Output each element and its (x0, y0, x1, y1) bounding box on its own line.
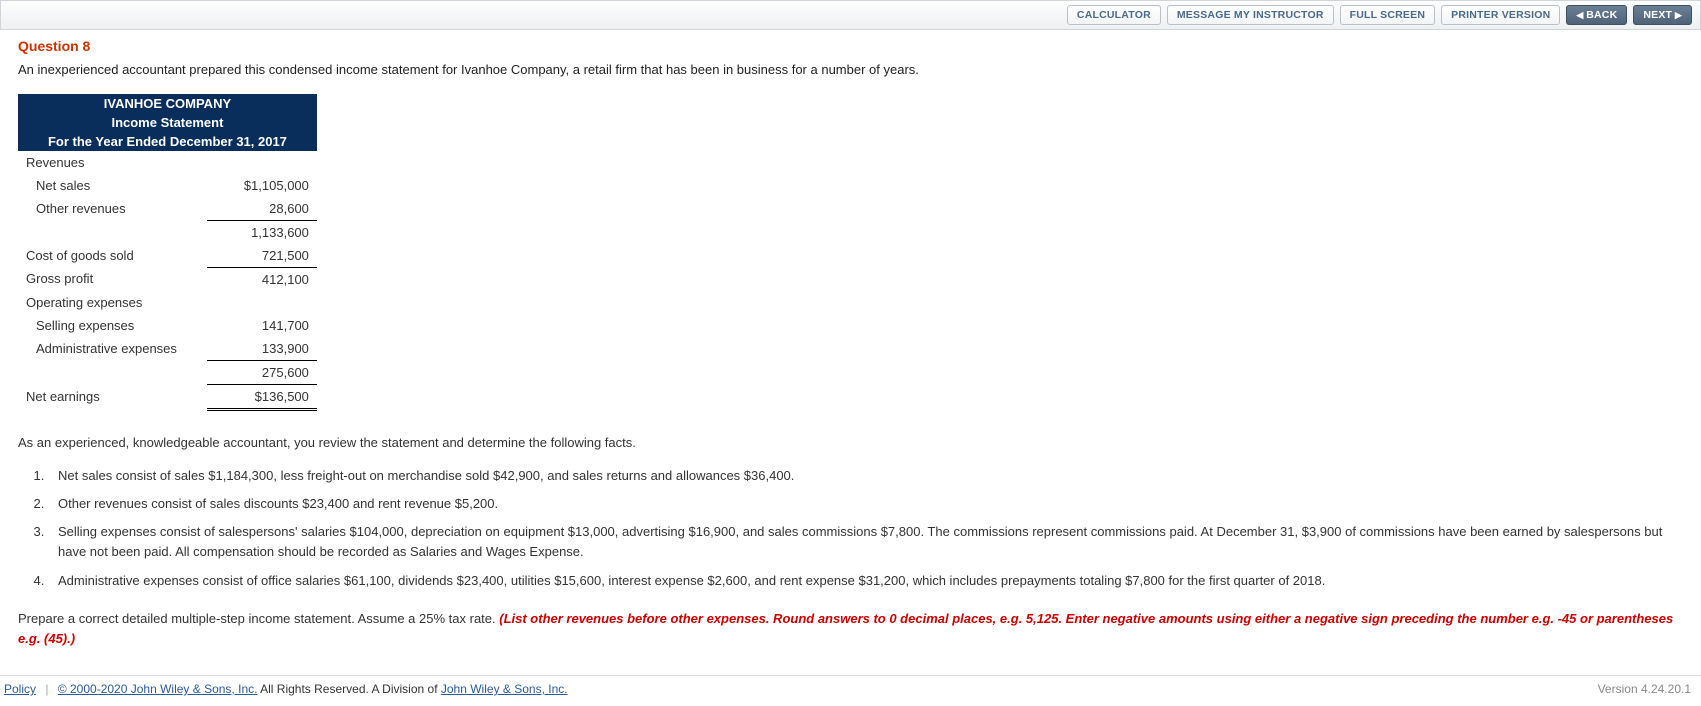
net-sales-label: Net sales (18, 174, 207, 197)
instruction-lead: Prepare a correct detailed multiple-step… (18, 611, 499, 626)
footer-separator: | (45, 682, 48, 696)
revenues-total: 1,133,600 (207, 220, 317, 244)
facts-list: Net sales consist of sales $1,184,300, l… (18, 466, 1683, 591)
net-earnings-amount: $136,500 (207, 384, 317, 409)
footer-left: Policy | © 2000-2020 John Wiley & Sons, … (4, 682, 568, 696)
opex-total: 275,600 (207, 360, 317, 384)
fact-item: Net sales consist of sales $1,184,300, l… (48, 466, 1683, 486)
net-earnings-label: Net earnings (18, 384, 207, 409)
calculator-button[interactable]: CALCULATOR (1067, 5, 1161, 25)
next-label: NEXT (1643, 9, 1672, 21)
printer-version-button[interactable]: PRINTER VERSION (1441, 5, 1560, 25)
other-revenues-label: Other revenues (18, 197, 207, 221)
gross-profit-label: Gross profit (18, 267, 207, 291)
question-title: Question 8 (18, 38, 1683, 54)
policy-link[interactable]: Policy (4, 682, 36, 696)
instruction-text: Prepare a correct detailed multiple-step… (18, 609, 1683, 649)
rights-text: All Rights Reserved. A Division of (257, 682, 440, 696)
stmt-report: Income Statement (18, 113, 317, 132)
back-button[interactable]: ◀ BACK (1566, 5, 1627, 25)
fact-item: Selling expenses consist of salespersons… (48, 522, 1683, 562)
net-sales-amount: $1,105,000 (207, 174, 317, 197)
admin-exp-label: Administrative expenses (18, 337, 207, 361)
back-label: BACK (1586, 9, 1617, 21)
right-arrow-icon: ▶ (1672, 10, 1682, 20)
next-button[interactable]: NEXT ▶ (1633, 5, 1692, 25)
copyright-link[interactable]: © 2000-2020 John Wiley & Sons, Inc. (58, 682, 258, 696)
left-arrow-icon: ◀ (1576, 10, 1586, 20)
opex-header: Operating expenses (18, 291, 207, 314)
division-link[interactable]: John Wiley & Sons, Inc. (441, 682, 568, 696)
stmt-period: For the Year Ended December 31, 2017 (18, 132, 317, 151)
other-revenues-amount: 28,600 (207, 197, 317, 221)
review-text: As an experienced, knowledgeable account… (18, 433, 1683, 453)
admin-exp-amount: 133,900 (207, 337, 317, 361)
cogs-amount: 721,500 (207, 244, 317, 268)
page-footer: Policy | © 2000-2020 John Wiley & Sons, … (0, 675, 1701, 702)
stmt-company: IVANHOE COMPANY (18, 94, 317, 113)
selling-exp-amount: 141,700 (207, 314, 317, 337)
fullscreen-button[interactable]: FULL SCREEN (1340, 5, 1436, 25)
fact-item: Administrative expenses consist of offic… (48, 571, 1683, 591)
message-instructor-button[interactable]: MESSAGE MY INSTRUCTOR (1167, 5, 1334, 25)
cogs-label: Cost of goods sold (18, 244, 207, 268)
question-content[interactable]: Question 8 An inexperienced accountant p… (0, 30, 1701, 675)
question-intro: An inexperienced accountant prepared thi… (18, 60, 1683, 80)
income-statement-table: IVANHOE COMPANY Income Statement For the… (18, 94, 317, 411)
revenues-header: Revenues (18, 151, 207, 174)
fact-item: Other revenues consist of sales discount… (48, 494, 1683, 514)
version-text: Version 4.24.20.1 (1598, 682, 1691, 696)
top-toolbar: CALCULATOR MESSAGE MY INSTRUCTOR FULL SC… (0, 0, 1701, 30)
selling-exp-label: Selling expenses (18, 314, 207, 337)
gross-profit-amount: 412,100 (207, 267, 317, 291)
